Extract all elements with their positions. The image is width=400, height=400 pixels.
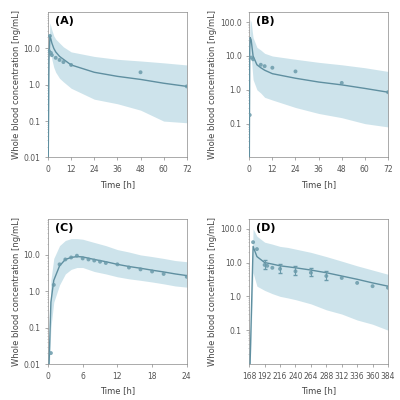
Point [184,274,190,280]
Y-axis label: Whole blood concentration [ng/mL]: Whole blood concentration [ng/mL] [208,10,217,159]
Point [292,268,299,274]
Point [49,52,55,58]
Point [262,262,268,268]
Point [56,57,63,63]
Point [269,264,276,271]
Text: (B): (B) [256,16,275,26]
Text: (C): (C) [55,223,73,233]
Y-axis label: Whole blood concentration [ng/mL]: Whole blood concentration [ng/mL] [12,217,21,366]
Point [68,62,74,68]
Text: (D): (D) [256,223,276,233]
Point [97,258,103,265]
Point [292,68,299,75]
Point [103,260,109,266]
Point [369,283,376,289]
Point [246,112,253,118]
Point [269,64,276,71]
Point [250,56,256,62]
Point [250,239,256,245]
Point [52,55,59,61]
Point [262,63,268,69]
Point [354,280,360,286]
X-axis label: Time [h]: Time [h] [100,386,135,395]
Point [56,261,63,268]
Point [62,256,68,263]
Point [74,252,80,259]
Point [68,254,74,261]
Point [48,50,54,56]
Point [308,270,314,276]
Point [254,246,260,252]
X-axis label: Time [h]: Time [h] [100,180,135,189]
Point [114,261,120,268]
Point [248,54,254,61]
Point [46,48,52,54]
Point [91,257,98,264]
Point [160,271,167,277]
Point [48,350,54,356]
Point [47,33,53,39]
Point [50,282,57,288]
Point [385,89,391,96]
Point [80,255,86,262]
Point [126,264,132,271]
Y-axis label: Whole blood concentration [ng/mL]: Whole blood concentration [ng/mL] [12,10,21,159]
Point [137,266,144,272]
Point [264,263,270,269]
Point [184,83,190,90]
X-axis label: Time [h]: Time [h] [301,180,336,189]
Point [258,62,264,68]
Point [85,256,92,263]
Point [60,59,67,65]
Point [338,275,345,281]
Point [385,284,391,291]
Y-axis label: Whole blood concentration [ng/mL]: Whole blood concentration [ng/mL] [208,217,217,366]
Point [323,273,330,279]
Text: (A): (A) [55,16,74,26]
Point [338,80,345,86]
X-axis label: Time [h]: Time [h] [301,386,336,395]
Point [149,268,155,275]
Point [277,266,283,272]
Point [137,69,144,76]
